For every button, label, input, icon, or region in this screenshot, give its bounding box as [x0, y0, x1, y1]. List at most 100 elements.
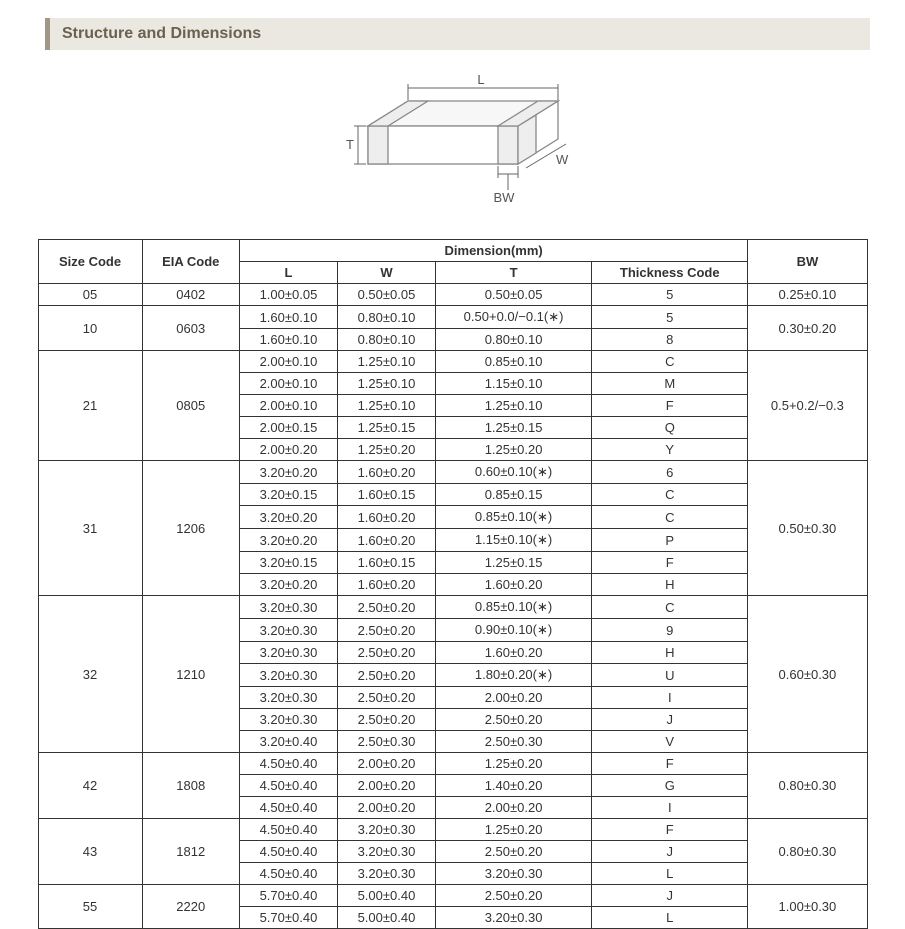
- cell-T: 2.50±0.20: [435, 885, 591, 907]
- cell-L: 5.70±0.40: [239, 885, 337, 907]
- cell-L: 2.00±0.20: [239, 439, 337, 461]
- cell-thickness-code: M: [592, 373, 748, 395]
- cell-bw: 0.25±0.10: [748, 284, 867, 306]
- cell-eia-code: 0805: [142, 351, 239, 461]
- cell-L: 4.50±0.40: [239, 819, 337, 841]
- cell-L: 4.50±0.40: [239, 753, 337, 775]
- cell-thickness-code: J: [592, 709, 748, 731]
- cell-W: 3.20±0.30: [337, 863, 435, 885]
- cell-thickness-code: 5: [592, 306, 748, 329]
- cell-T: 3.20±0.30: [435, 907, 591, 929]
- col-L: L: [239, 262, 337, 284]
- label-T: T: [346, 137, 354, 152]
- cell-T: 1.25±0.20: [435, 753, 591, 775]
- cell-eia-code: 1812: [142, 819, 239, 885]
- cell-L: 3.20±0.30: [239, 664, 337, 687]
- cell-T: 2.50±0.20: [435, 709, 591, 731]
- cell-L: 4.50±0.40: [239, 863, 337, 885]
- cell-W: 1.60±0.15: [337, 552, 435, 574]
- cell-W: 5.00±0.40: [337, 885, 435, 907]
- dimension-table: Size Code EIA Code Dimension(mm) BW L W …: [38, 239, 868, 929]
- cell-thickness-code: J: [592, 885, 748, 907]
- cell-W: 1.25±0.10: [337, 395, 435, 417]
- cell-thickness-code: I: [592, 797, 748, 819]
- col-T: T: [435, 262, 591, 284]
- cell-size-code: 42: [38, 753, 142, 819]
- cell-thickness-code: V: [592, 731, 748, 753]
- cell-W: 2.50±0.20: [337, 619, 435, 642]
- cell-L: 1.60±0.10: [239, 306, 337, 329]
- cell-W: 0.80±0.10: [337, 329, 435, 351]
- cell-W: 1.25±0.15: [337, 417, 435, 439]
- table-row: 0504021.00±0.050.50±0.050.50±0.0550.25±0…: [38, 284, 867, 306]
- cell-T: 1.25±0.15: [435, 417, 591, 439]
- cell-size-code: 31: [38, 461, 142, 596]
- cell-bw: 0.80±0.30: [748, 753, 867, 819]
- cell-thickness-code: 8: [592, 329, 748, 351]
- cell-T: 0.50+0.0/−0.1(∗): [435, 306, 591, 329]
- cell-W: 1.60±0.15: [337, 484, 435, 506]
- cell-thickness-code: C: [592, 484, 748, 506]
- cell-eia-code: 2220: [142, 885, 239, 929]
- cell-W: 1.60±0.20: [337, 461, 435, 484]
- table-row: 4218084.50±0.402.00±0.201.25±0.20F0.80±0…: [38, 753, 867, 775]
- table-body: 0504021.00±0.050.50±0.050.50±0.0550.25±0…: [38, 284, 867, 929]
- cell-L: 3.20±0.30: [239, 596, 337, 619]
- cell-L: 2.00±0.10: [239, 351, 337, 373]
- cell-thickness-code: L: [592, 863, 748, 885]
- table-row: 4318124.50±0.403.20±0.301.25±0.20F0.80±0…: [38, 819, 867, 841]
- col-dimension-group: Dimension(mm): [239, 240, 747, 262]
- table-row: 5522205.70±0.405.00±0.402.50±0.20J1.00±0…: [38, 885, 867, 907]
- cell-W: 2.50±0.20: [337, 664, 435, 687]
- cell-W: 2.50±0.20: [337, 687, 435, 709]
- cell-size-code: 32: [38, 596, 142, 753]
- cell-T: 0.85±0.10: [435, 351, 591, 373]
- cell-T: 0.50±0.05: [435, 284, 591, 306]
- cell-T: 0.85±0.10(∗): [435, 506, 591, 529]
- cell-W: 1.25±0.20: [337, 439, 435, 461]
- cell-W: 2.00±0.20: [337, 775, 435, 797]
- cell-T: 3.20±0.30: [435, 863, 591, 885]
- cell-T: 2.50±0.30: [435, 731, 591, 753]
- cell-T: 1.60±0.20: [435, 642, 591, 664]
- cell-size-code: 10: [38, 306, 142, 351]
- cell-T: 2.00±0.20: [435, 687, 591, 709]
- col-eia-code: EIA Code: [142, 240, 239, 284]
- label-BW: BW: [493, 190, 515, 205]
- col-size-code: Size Code: [38, 240, 142, 284]
- section-title: Structure and Dimensions: [45, 18, 870, 50]
- cell-thickness-code: F: [592, 395, 748, 417]
- cell-T: 1.40±0.20: [435, 775, 591, 797]
- cell-T: 0.60±0.10(∗): [435, 461, 591, 484]
- cell-W: 1.60±0.20: [337, 529, 435, 552]
- cell-T: 1.25±0.20: [435, 439, 591, 461]
- cell-eia-code: 0603: [142, 306, 239, 351]
- cell-L: 2.00±0.10: [239, 373, 337, 395]
- cell-T: 0.90±0.10(∗): [435, 619, 591, 642]
- dimension-diagram: L W T BW: [0, 66, 905, 217]
- cell-T: 1.80±0.20(∗): [435, 664, 591, 687]
- cell-T: 1.15±0.10(∗): [435, 529, 591, 552]
- cell-L: 4.50±0.40: [239, 797, 337, 819]
- col-thickness-code: Thickness Code: [592, 262, 748, 284]
- cell-L: 3.20±0.30: [239, 619, 337, 642]
- cell-W: 2.00±0.20: [337, 797, 435, 819]
- cell-eia-code: 1210: [142, 596, 239, 753]
- table-row: 3212103.20±0.302.50±0.200.85±0.10(∗)C0.6…: [38, 596, 867, 619]
- cell-L: 3.20±0.15: [239, 552, 337, 574]
- cell-thickness-code: C: [592, 596, 748, 619]
- cell-bw: 0.30±0.20: [748, 306, 867, 351]
- table-row: 1006031.60±0.100.80±0.100.50+0.0/−0.1(∗)…: [38, 306, 867, 329]
- cell-thickness-code: H: [592, 642, 748, 664]
- cell-thickness-code: Q: [592, 417, 748, 439]
- cell-W: 2.50±0.20: [337, 709, 435, 731]
- cell-eia-code: 1206: [142, 461, 239, 596]
- cell-thickness-code: C: [592, 506, 748, 529]
- cell-L: 3.20±0.30: [239, 709, 337, 731]
- cell-L: 1.60±0.10: [239, 329, 337, 351]
- cell-W: 3.20±0.30: [337, 819, 435, 841]
- cell-W: 0.50±0.05: [337, 284, 435, 306]
- cell-T: 1.25±0.15: [435, 552, 591, 574]
- cell-W: 1.60±0.20: [337, 574, 435, 596]
- cell-W: 1.60±0.20: [337, 506, 435, 529]
